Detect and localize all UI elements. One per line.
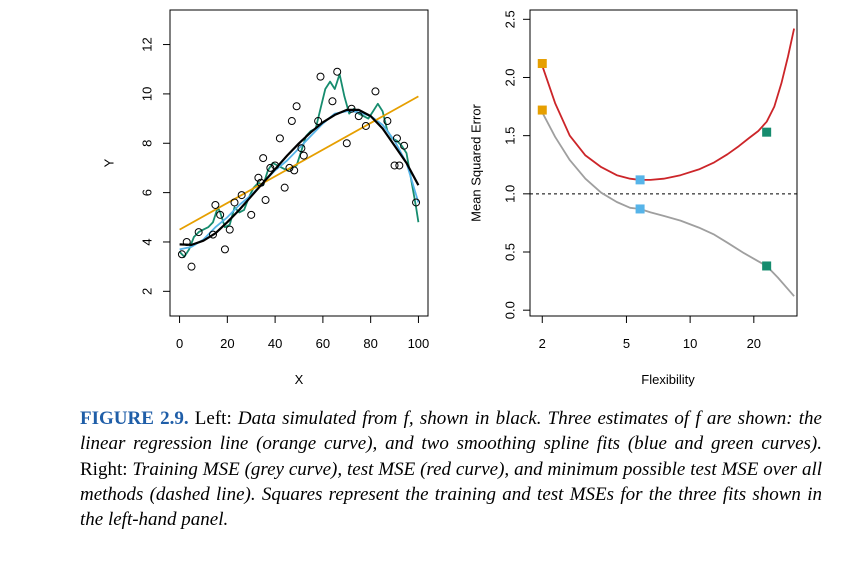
right-series-line (541, 28, 795, 181)
data-point (299, 151, 308, 160)
data-point (194, 228, 203, 237)
right-x-axis-label: Flexibility (641, 372, 695, 387)
left-x-tick-label: 40 (268, 336, 282, 351)
mse-square-marker (762, 261, 772, 271)
right-y-axis-label: Mean Squared Error (468, 103, 483, 221)
left-y-axis-label: Y (101, 158, 116, 167)
mse-square-marker (635, 175, 645, 185)
right-y-tick-label: 2.5 (502, 10, 517, 28)
left-y-tick-label: 4 (139, 238, 154, 245)
left-x-tick-label: 0 (176, 336, 183, 351)
data-point (271, 161, 280, 170)
data-point (177, 250, 186, 259)
caption-left-label: Left: (188, 408, 238, 429)
left-x-tick-label: 80 (363, 336, 377, 351)
data-point (383, 117, 392, 126)
data-point (275, 134, 284, 143)
mse-square-marker (762, 127, 772, 137)
data-point (390, 161, 399, 170)
left-y-tick-label: 12 (139, 37, 154, 51)
data-point (328, 97, 337, 106)
right-y-tick-label: 0.0 (502, 301, 517, 319)
data-point (292, 102, 301, 111)
data-point (287, 117, 296, 126)
caption-left-text: Data simulated from f, shown in black. T… (80, 408, 822, 455)
data-point (247, 210, 256, 219)
data-point (290, 166, 299, 175)
right-x-tick-label: 2 (539, 336, 546, 351)
left-y-tick-label: 6 (139, 189, 154, 196)
data-point (211, 200, 220, 209)
data-point (216, 210, 225, 219)
data-point (316, 72, 325, 81)
data-point (333, 67, 342, 76)
left-y-tick-label: 10 (139, 87, 154, 101)
data-point (285, 163, 294, 172)
data-point (371, 87, 380, 96)
left-y-tick-label: 8 (139, 140, 154, 147)
data-point (400, 141, 409, 150)
caption-right-label: Right: (80, 458, 133, 480)
left-x-tick-label: 60 (316, 336, 330, 351)
data-point (225, 225, 234, 234)
data-point (187, 262, 196, 271)
data-point (256, 178, 265, 187)
right-x-tick-label: 20 (747, 336, 761, 351)
data-point (392, 134, 401, 143)
data-point (412, 198, 421, 207)
data-point (354, 112, 363, 121)
right-y-tick-label: 1.0 (502, 185, 517, 203)
data-point (395, 161, 404, 170)
left-x-axis-label: X (295, 372, 304, 387)
data-point (230, 198, 239, 207)
data-point (220, 245, 229, 254)
left-x-tick-label: 20 (220, 336, 234, 351)
data-point (347, 104, 356, 113)
data-point (259, 154, 268, 163)
data-point (314, 117, 323, 126)
right-plot-frame (529, 9, 798, 317)
figure-label: FIGURE 2.9. (80, 408, 189, 429)
right-y-tick-label: 0.5 (502, 243, 517, 261)
data-point (209, 230, 217, 239)
mse-square-marker (537, 105, 547, 115)
data-point (182, 237, 191, 246)
mse-square-marker (635, 204, 645, 214)
left-series-line (179, 110, 420, 251)
right-x-tick-label: 10 (683, 336, 697, 351)
right-x-tick-label: 5 (623, 336, 630, 351)
left-series-line (179, 108, 420, 246)
caption-right-text: Training MSE (grey curve), test MSE (red… (80, 458, 823, 531)
data-point (361, 121, 370, 130)
left-y-tick-label: 2 (139, 288, 154, 295)
left-series-line (178, 73, 420, 258)
data-point (342, 139, 351, 148)
right-y-tick-label: 2.0 (502, 68, 517, 86)
data-point (297, 144, 306, 153)
right-y-tick-label: 1.5 (502, 127, 517, 145)
mse-square-marker (537, 59, 547, 69)
right-series-line (541, 111, 795, 297)
left-series-line (179, 95, 419, 231)
figure-caption: FIGURE 2.9. Left: Data simulated from f,… (80, 406, 822, 532)
data-point (261, 196, 270, 205)
data-point (280, 183, 289, 192)
data-point (266, 163, 275, 172)
left-x-tick-label: 100 (408, 336, 430, 351)
data-point (254, 173, 263, 182)
data-point (237, 191, 246, 200)
